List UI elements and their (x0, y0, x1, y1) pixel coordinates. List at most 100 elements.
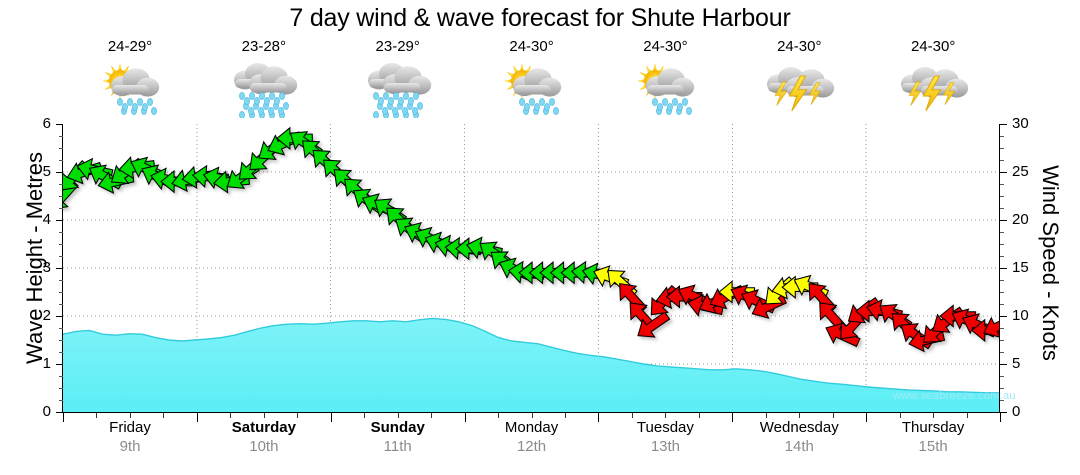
left-tick-mark (56, 364, 63, 365)
left-tick-mark (56, 172, 63, 173)
right-tick-mark (1000, 124, 1007, 125)
x-minor-tick (230, 413, 231, 418)
thunderstorm-icon (763, 55, 835, 118)
left-tick-mark (59, 304, 63, 305)
left-tick-mark (56, 268, 63, 269)
day-name: Thursday (901, 419, 965, 436)
left-tick-label: 1 (42, 355, 51, 372)
day-header-thursday: 24-30° (866, 36, 1000, 126)
x-minor-tick (398, 413, 399, 418)
x-minor-tick (900, 413, 901, 418)
right-axis-title: Wind Speed - Knots (1038, 165, 1063, 361)
cloud-rain-icon (228, 55, 300, 118)
day-date: 12th (516, 438, 547, 455)
day-label-monday: Monday 12th (465, 418, 599, 456)
left-tick-label: 5 (42, 163, 51, 180)
x-minor-tick (264, 413, 265, 418)
day-name: Sunday (370, 419, 425, 436)
day-header-wednesday: 24-30° (732, 36, 866, 126)
right-tick-mark (1000, 160, 1004, 161)
left-tick-mark (59, 340, 63, 341)
right-tick-mark (1000, 172, 1007, 173)
x-minor-tick (766, 413, 767, 418)
day-name: Friday (109, 419, 151, 436)
sun-cloud-rain-icon (496, 55, 568, 118)
temperature-range: 23-28° (241, 38, 287, 55)
left-tick-mark (59, 256, 63, 257)
right-tick-mark (1000, 412, 1007, 413)
day-label-tuesday: Tuesday 13th (598, 418, 732, 456)
day-date: 9th (119, 438, 141, 455)
left-tick-label: 6 (42, 115, 51, 132)
day-header-saturday: 23-28° (197, 36, 331, 126)
x-major-tick (1000, 413, 1001, 422)
left-tick-mark (59, 232, 63, 233)
left-tick-mark (59, 388, 63, 389)
left-tick-mark (59, 328, 63, 329)
day-date: 15th (918, 438, 948, 455)
cloud-rain-icon (362, 55, 434, 118)
right-tick-mark (1000, 316, 1007, 317)
day-header-friday: 24-29° (63, 36, 197, 126)
x-major-tick (465, 413, 466, 422)
right-tick-label: 15 (1012, 259, 1029, 276)
x-minor-tick (498, 413, 499, 418)
x-minor-tick (933, 413, 934, 418)
left-tick-label: 0 (42, 403, 51, 420)
left-axis-title: Wave Height - Metres (22, 152, 47, 364)
x-minor-tick (96, 413, 97, 418)
day-header-strip: 24-29° 23-28° (63, 36, 1000, 126)
right-tick-mark (1000, 400, 1004, 401)
x-major-tick (197, 413, 198, 422)
plot-svg (63, 124, 1000, 412)
x-minor-tick (699, 413, 700, 418)
x-major-tick (598, 413, 599, 422)
x-major-tick (63, 413, 64, 422)
right-tick-mark (1000, 196, 1004, 197)
x-minor-tick (967, 413, 968, 418)
day-name: Monday (504, 419, 559, 436)
left-tick-label: 2 (42, 307, 51, 324)
left-tick-mark (59, 244, 63, 245)
left-tick-mark (59, 196, 63, 197)
thunderstorm-icon (897, 55, 969, 118)
left-tick-label: 3 (42, 259, 51, 276)
x-major-tick (732, 413, 733, 422)
left-tick-mark (56, 124, 63, 125)
x-minor-tick (431, 413, 432, 418)
right-tick-label: 0 (1012, 403, 1021, 420)
day-date: 10th (249, 438, 279, 455)
right-tick-mark (1000, 184, 1004, 185)
temperature-range: 24-30° (509, 38, 554, 55)
right-tick-mark (1000, 340, 1004, 341)
day-label-friday: Friday 9th (63, 418, 197, 456)
day-label-thursday: Thursday 15th (866, 418, 1000, 456)
left-tick-mark (59, 160, 63, 161)
right-tick-label: 10 (1012, 307, 1029, 324)
right-tick-label: 25 (1012, 163, 1029, 180)
watermark: www.seabreeze.com.au (893, 390, 1016, 402)
day-header-sunday: 23-29° (331, 36, 465, 126)
x-minor-tick (665, 413, 666, 418)
right-tick-label: 5 (1012, 355, 1021, 372)
left-tick-mark (59, 136, 63, 137)
x-minor-tick (130, 413, 131, 418)
temperature-range: 24-30° (643, 38, 688, 55)
left-tick-mark (59, 280, 63, 281)
right-tick-mark (1000, 328, 1004, 329)
right-tick-mark (1000, 220, 1007, 221)
x-major-tick (331, 413, 332, 422)
sun-cloud-rain-icon (94, 55, 166, 118)
x-minor-tick (364, 413, 365, 418)
right-tick-mark (1000, 244, 1004, 245)
day-date: 11th (383, 438, 412, 455)
left-tick-mark (59, 148, 63, 149)
day-label-saturday: Saturday 10th (197, 418, 331, 456)
right-tick-mark (1000, 388, 1004, 389)
day-header-monday: 24-30° (465, 36, 599, 126)
left-tick-mark (56, 316, 63, 317)
right-tick-mark (1000, 364, 1007, 365)
temperature-range: 24-29° (107, 38, 153, 55)
right-tick-mark (1000, 208, 1004, 209)
